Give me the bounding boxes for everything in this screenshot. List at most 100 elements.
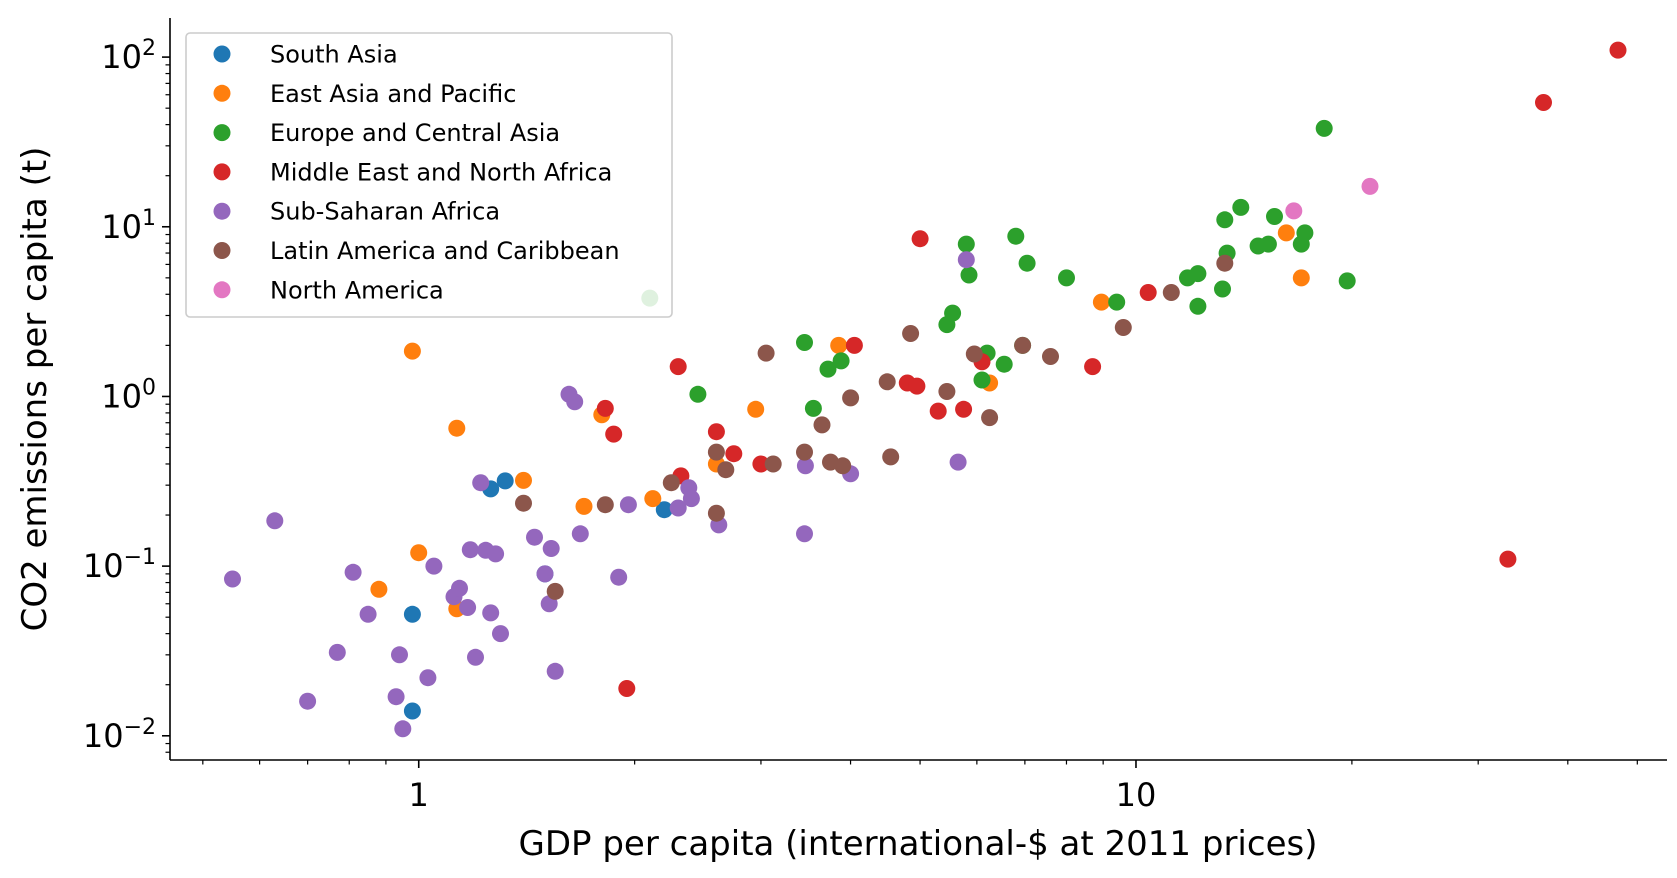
data-point (981, 409, 999, 427)
legend-marker (213, 84, 231, 102)
data-point (842, 389, 860, 407)
data-point (882, 448, 900, 466)
data-point (575, 497, 593, 515)
data-point (515, 494, 532, 512)
data-point (370, 580, 388, 598)
axis-ticks: 1 10 10−2 10−1 100 101 102 (83, 36, 1638, 814)
y-tick-label: 10−2 (83, 715, 156, 755)
data-point (542, 540, 560, 557)
data-point (1216, 211, 1234, 229)
legend-label: Middle East and North Africa (270, 158, 612, 186)
data-point (1609, 41, 1627, 59)
legend-label: Europe and Central Asia (270, 119, 560, 147)
data-point (224, 570, 241, 588)
data-point (299, 692, 317, 710)
legend-label: South Asia (270, 41, 398, 69)
data-point (403, 605, 421, 623)
data-point (1162, 284, 1180, 301)
data-point (911, 230, 929, 248)
legend-label: East Asia and Pacific (270, 80, 516, 108)
data-point (619, 496, 637, 514)
legend-marker (213, 281, 231, 299)
data-point (487, 545, 505, 563)
data-point (482, 604, 500, 622)
legend-label: Sub-Saharan Africa (270, 198, 500, 226)
data-point (662, 474, 680, 492)
data-point (796, 443, 813, 461)
data-point (747, 400, 765, 418)
legend-marker (213, 202, 231, 220)
data-point (387, 688, 405, 706)
data-point (707, 504, 725, 522)
legend: South Asia East Asia and Pacific Europe an… (185, 32, 673, 318)
data-point (957, 235, 975, 253)
data-point (596, 399, 614, 417)
data-point (707, 423, 725, 441)
data-point (472, 474, 490, 492)
data-point (796, 457, 814, 475)
data-point (973, 371, 991, 389)
data-point (878, 373, 896, 391)
data-point (669, 358, 687, 376)
data-point (1214, 280, 1231, 298)
data-point (796, 334, 813, 351)
data-point (1277, 224, 1295, 242)
data-point (689, 385, 707, 403)
data-point (419, 669, 437, 687)
legend-marker (213, 242, 231, 259)
data-point (328, 643, 346, 661)
data-point (669, 499, 687, 517)
series-6 (1285, 177, 1379, 220)
legend-marker (213, 124, 231, 142)
data-point (391, 646, 408, 664)
series-4 (224, 251, 975, 738)
data-point (1361, 177, 1379, 195)
data-point (1259, 235, 1277, 253)
data-point (1114, 319, 1132, 336)
data-point (1058, 269, 1075, 287)
legend-marker (213, 45, 231, 63)
data-point (707, 443, 725, 461)
data-point (757, 344, 775, 362)
data-point (644, 490, 662, 508)
data-point (1042, 348, 1059, 365)
data-point (403, 702, 421, 720)
data-point (410, 544, 428, 562)
y-tick-label: 100 (101, 375, 156, 415)
data-point (425, 557, 443, 575)
data-point (949, 453, 967, 471)
data-point (546, 582, 564, 600)
data-point (566, 393, 584, 411)
data-point (1285, 202, 1303, 220)
x-tick-label: 1 (409, 776, 429, 814)
data-point (830, 336, 848, 354)
data-point (546, 662, 564, 680)
data-point (929, 402, 947, 420)
data-point (717, 461, 735, 479)
y-axis-label: CO2 emissions per capita (t) (15, 147, 55, 632)
data-point (764, 455, 782, 473)
data-point (1232, 198, 1250, 216)
data-point (448, 419, 466, 437)
data-point (725, 445, 743, 463)
series-1 (370, 224, 1310, 618)
data-point (1014, 336, 1032, 354)
series-2 (641, 119, 1356, 417)
data-point (526, 528, 543, 546)
data-point (618, 680, 636, 697)
data-point (1296, 224, 1314, 242)
data-point (819, 360, 837, 378)
data-point (845, 336, 863, 354)
data-point (960, 266, 978, 284)
data-point (655, 501, 673, 519)
data-point (461, 541, 479, 559)
x-axis-label: GDP per capita (international-$ at 2011 … (519, 824, 1318, 864)
legend-label: Latin America and Caribbean (270, 237, 620, 265)
x-tick-label: 10 (1116, 776, 1157, 814)
data-point (496, 472, 514, 490)
data-point (1499, 550, 1517, 568)
y-tick-label: 102 (101, 36, 156, 76)
data-point (944, 304, 962, 322)
data-point (804, 399, 822, 417)
data-points (224, 41, 1627, 738)
